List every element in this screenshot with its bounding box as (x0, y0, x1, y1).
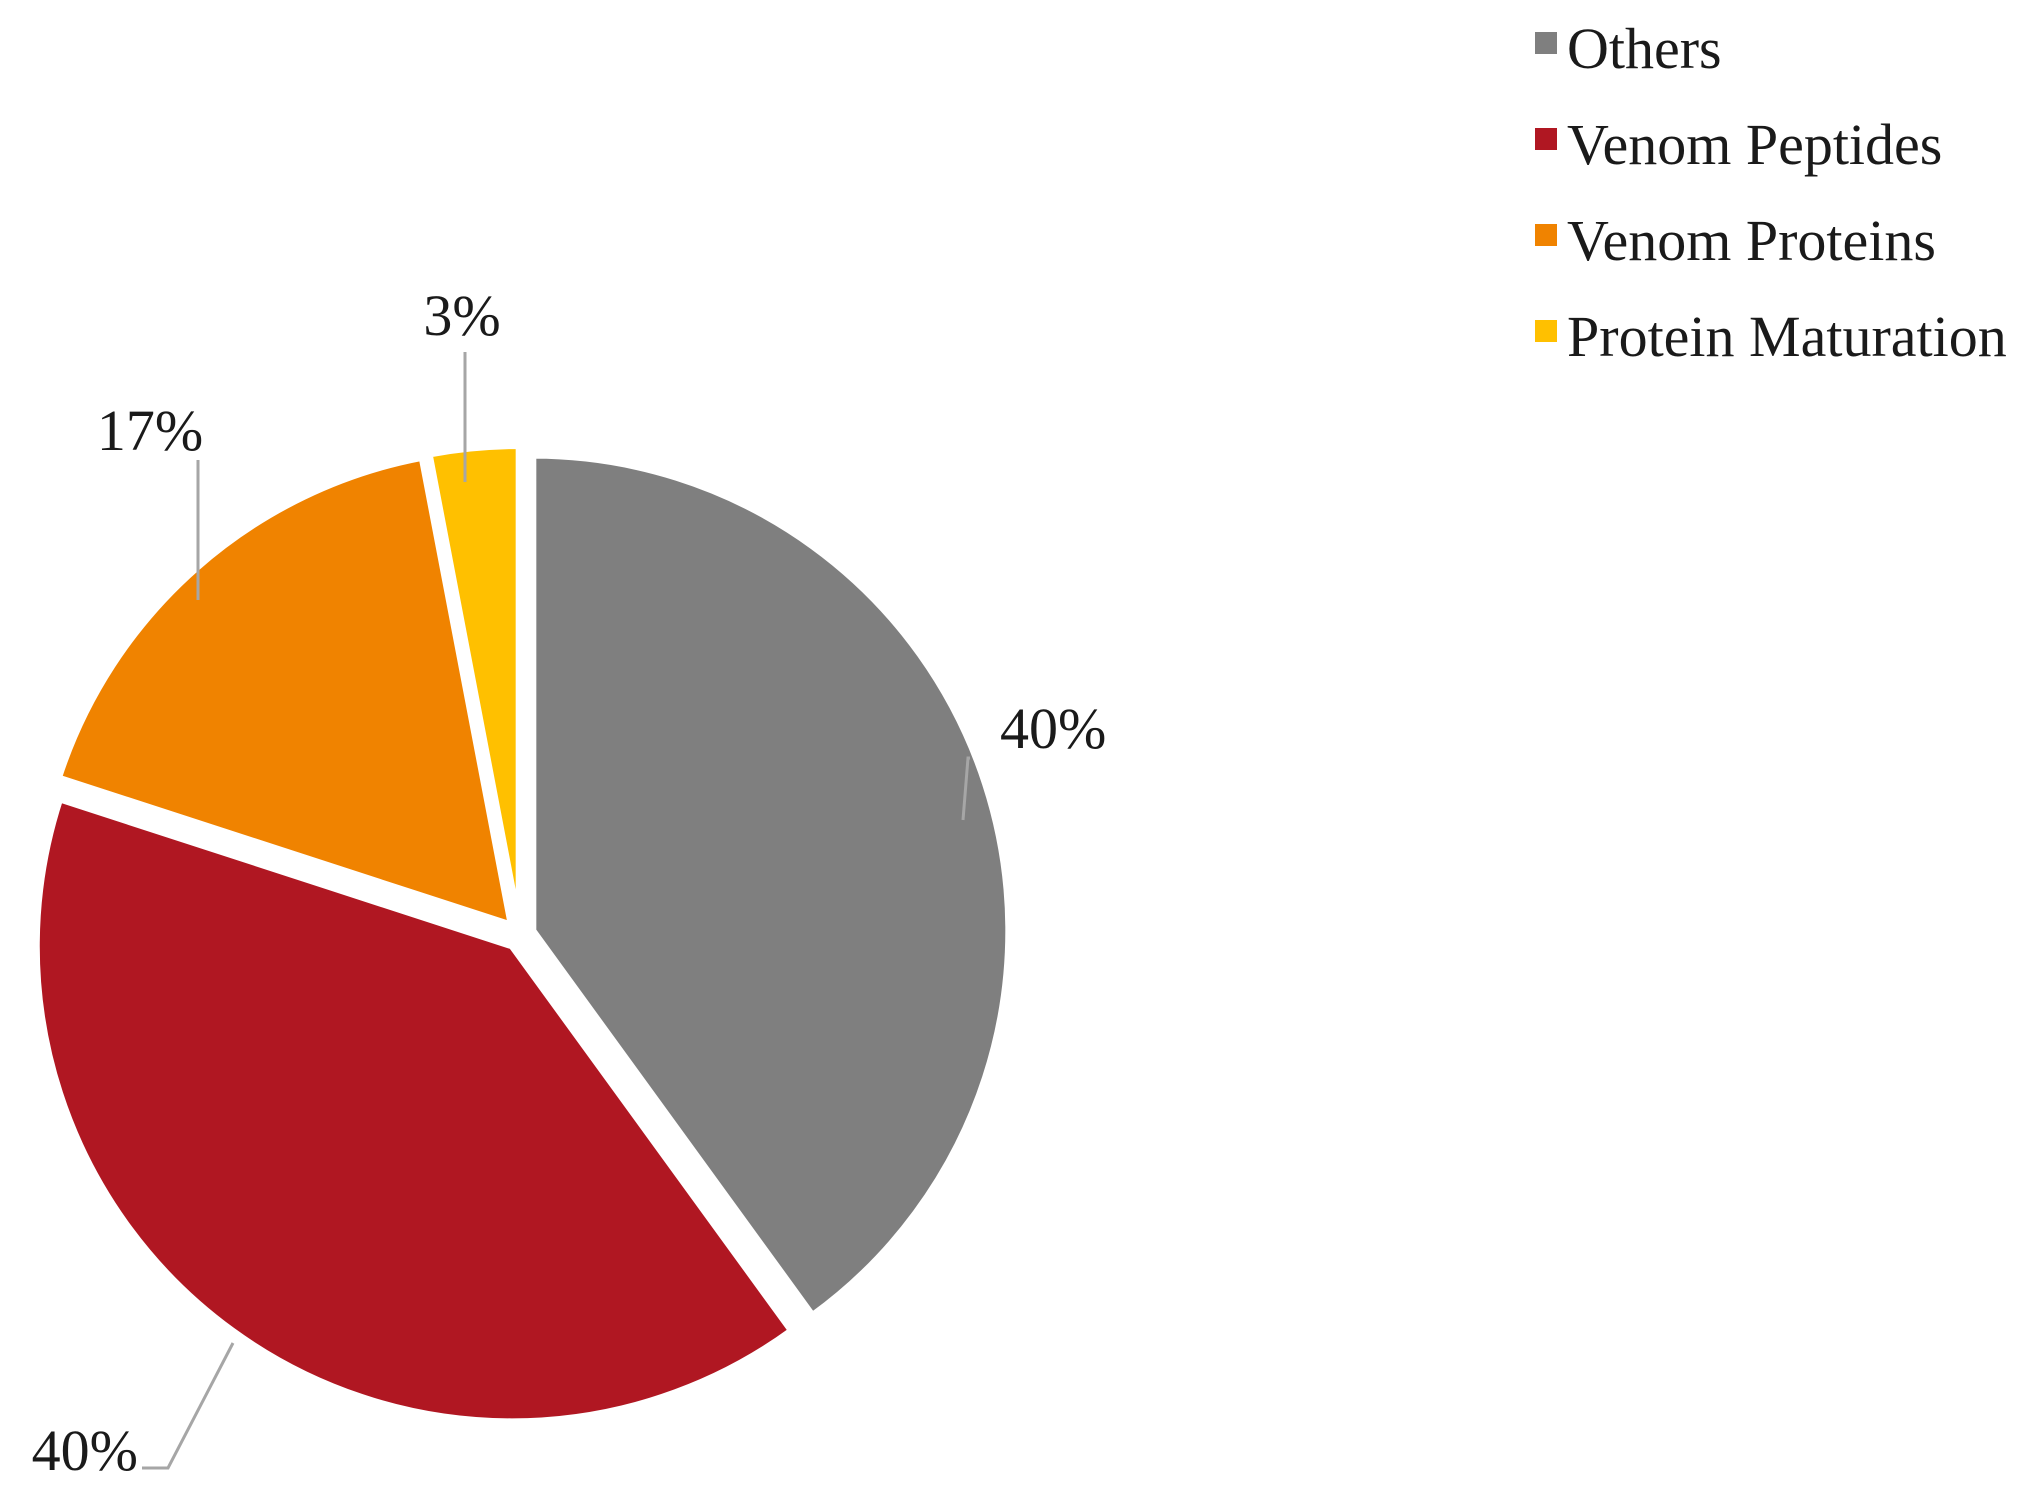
data-label: 40% (1000, 696, 1106, 761)
legend-swatch (1535, 128, 1557, 150)
pie-slices (33, 443, 1012, 1425)
pie-slice-others (530, 452, 1012, 1320)
legend-swatch (1535, 32, 1557, 54)
legend-swatch (1535, 224, 1557, 246)
leader-line (142, 1342, 235, 1470)
data-labels: 40% 40% 17% 3% (32, 283, 1107, 1483)
legend-swatch (1535, 320, 1557, 342)
leader-lines (142, 352, 970, 1470)
data-label: 17% (97, 398, 203, 463)
data-label: 40% (32, 1418, 138, 1483)
legend: Others Venom Peptides Venom Proteins Protei… (1535, 16, 2007, 369)
legend-label: Protein Maturation (1567, 304, 2007, 369)
legend-label: Venom Peptides (1567, 112, 1942, 177)
pie-slice-venom-peptides (33, 795, 796, 1425)
legend-label: Others (1567, 16, 1722, 81)
data-label: 3% (423, 283, 500, 348)
pie-slice-protein-maturation (426, 443, 522, 922)
legend-label: Venom Proteins (1567, 208, 1936, 273)
leader-line (961, 756, 970, 821)
